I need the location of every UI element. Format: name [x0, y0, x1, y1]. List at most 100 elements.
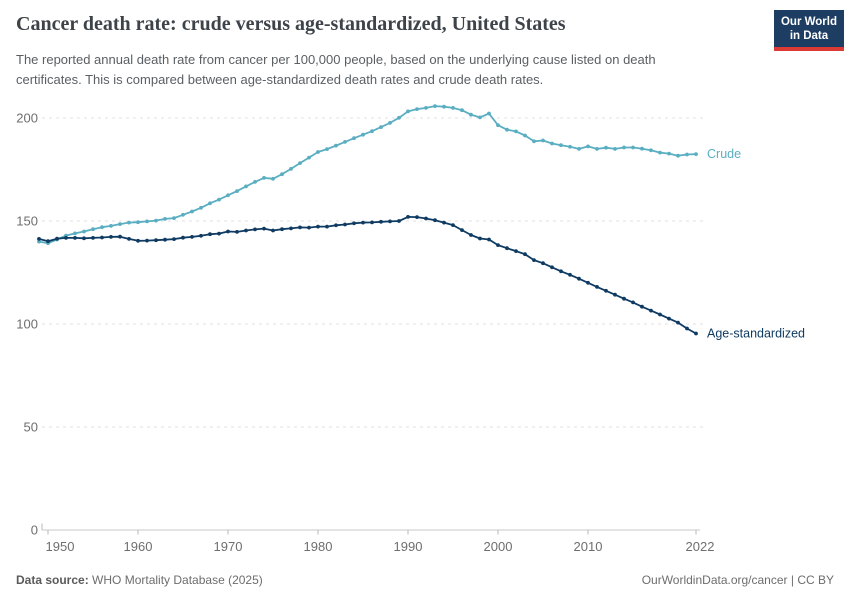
point-crude [379, 125, 383, 129]
point-age-standardized [613, 292, 617, 297]
point-age-standardized [46, 239, 50, 244]
point-age-standardized [271, 228, 275, 233]
point-crude [361, 132, 365, 137]
point-age-standardized [370, 220, 374, 225]
owid-cc-link[interactable]: OurWorldinData.org/cancer | CC BY [641, 573, 834, 587]
point-age-standardized [649, 308, 653, 313]
point-age-standardized [136, 238, 140, 243]
y-tick-label: 100 [16, 317, 38, 332]
gridlines [41, 117, 703, 531]
point-crude [199, 205, 203, 210]
point-age-standardized [667, 316, 671, 321]
point-age-standardized [280, 227, 284, 232]
point-crude [622, 145, 626, 150]
point-crude [694, 152, 698, 157]
point-crude [460, 108, 464, 113]
point-crude [208, 201, 212, 206]
y-tick-label: 50 [24, 420, 38, 435]
x-tick-label: 2010 [574, 539, 603, 554]
point-age-standardized [343, 222, 347, 227]
x-tick-label: 1950 [46, 539, 75, 554]
point-crude [280, 172, 284, 177]
point-crude [289, 167, 293, 171]
point-crude [316, 150, 320, 154]
point-age-standardized [145, 238, 149, 243]
point-crude [541, 138, 545, 143]
point-crude [118, 222, 122, 227]
point-age-standardized [442, 220, 446, 225]
point-age-standardized [397, 219, 401, 223]
point-crude [100, 225, 104, 230]
point-age-standardized [172, 237, 176, 242]
point-age-standardized [316, 224, 320, 229]
point-age-standardized [433, 218, 437, 223]
point-crude [325, 147, 329, 152]
point-crude [217, 197, 221, 202]
point-age-standardized [406, 215, 410, 219]
point-crude [451, 106, 455, 110]
point-age-standardized [514, 249, 518, 254]
point-age-standardized [379, 219, 383, 224]
point-crude [109, 224, 113, 228]
data-source-label: Data source: [16, 573, 89, 587]
point-age-standardized [388, 219, 392, 224]
series-label-crude: Crude [707, 147, 741, 161]
point-crude [568, 144, 572, 149]
point-age-standardized [334, 223, 338, 228]
point-crude [127, 220, 131, 225]
point-age-standardized [163, 237, 167, 242]
point-age-standardized [604, 288, 608, 293]
point-age-standardized [559, 269, 563, 274]
x-tick-label: 1960 [124, 539, 153, 554]
point-age-standardized [586, 280, 590, 285]
point-age-standardized [190, 235, 194, 239]
point-age-standardized [658, 312, 662, 317]
point-crude [235, 189, 239, 194]
point-crude [667, 151, 671, 156]
x-tick-label: 1990 [394, 539, 423, 554]
point-age-standardized [127, 237, 131, 241]
point-crude [343, 140, 347, 144]
point-crude [586, 144, 590, 149]
point-crude [352, 136, 356, 141]
owid-logo: Our World in Data [773, 10, 844, 51]
point-crude [514, 129, 518, 134]
point-age-standardized [550, 265, 554, 270]
point-age-standardized [622, 296, 626, 301]
x-tick-label: 1980 [304, 539, 333, 554]
logo-line2: in Data [789, 30, 829, 42]
point-age-standardized [541, 261, 545, 266]
point-age-standardized [523, 252, 527, 257]
point-age-standardized [694, 331, 698, 336]
point-crude [649, 148, 653, 153]
point-age-standardized [676, 320, 680, 325]
point-crude [307, 155, 311, 160]
point-crude [226, 193, 230, 198]
point-crude [685, 152, 689, 157]
point-crude [658, 150, 662, 155]
point-crude [496, 123, 500, 128]
point-crude [478, 115, 482, 120]
chart-subtitle: The reported annual death rate from canc… [16, 52, 656, 87]
point-crude [631, 145, 635, 150]
point-crude [298, 161, 302, 166]
point-crude [469, 112, 473, 117]
point-crude [604, 145, 608, 150]
point-crude [37, 239, 41, 244]
point-age-standardized [631, 300, 635, 305]
point-crude [442, 104, 446, 109]
point-crude [244, 184, 248, 189]
point-crude [577, 147, 581, 151]
point-age-standardized [37, 237, 41, 241]
point-age-standardized [451, 223, 455, 228]
point-age-standardized [91, 236, 95, 240]
point-crude [487, 111, 491, 116]
point-age-standardized [244, 228, 248, 233]
point-age-standardized [73, 236, 77, 240]
y-tick-label: 150 [16, 214, 38, 229]
point-crude [559, 143, 563, 148]
point-age-standardized [496, 243, 500, 248]
point-crude [145, 219, 149, 224]
point-age-standardized [208, 232, 212, 237]
